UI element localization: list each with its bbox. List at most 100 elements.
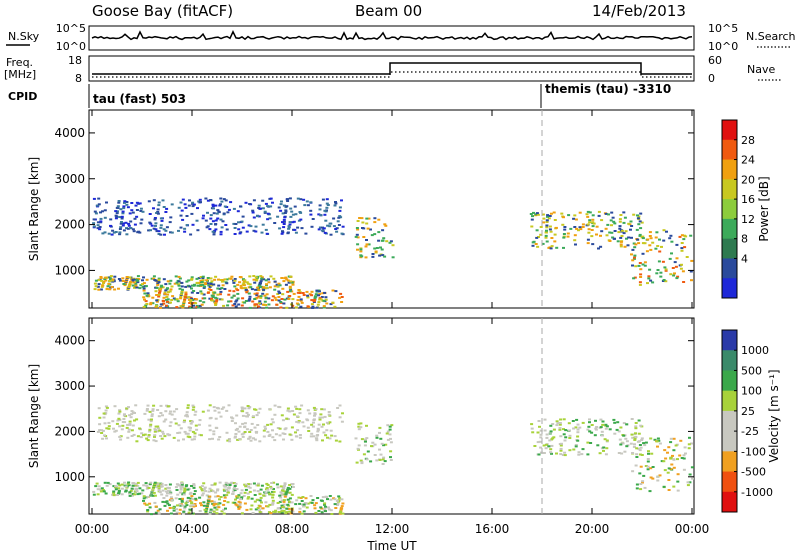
velocity-echo-cell [207,497,211,500]
power-echo-cell [664,268,668,271]
beam-title: Beam 00 [355,2,422,20]
velocity-echo-cell [599,426,603,429]
velocity-echo-cell [170,499,174,502]
velocity-echo-cell [144,482,148,485]
velocity-echo-cell [157,512,161,515]
power-echo-cell [144,285,148,288]
velocity-echo-cell [316,430,320,433]
power-echo-cell [164,283,168,286]
power-echo-cell [263,294,267,297]
power-echo-cell [131,211,135,214]
velocity-echo-cell [595,426,599,428]
velocity-echo-cell [290,438,294,441]
power-echo-cell [130,209,134,212]
power-echo-cell [232,294,236,297]
power-echo-cell [264,279,268,282]
power-echo-cell [321,198,325,201]
power-echo-cell [165,304,168,307]
power-echo-cell [299,218,303,221]
velocity-echo-cell [556,422,560,425]
power-echo-cell [177,275,181,278]
power-echo-cell [545,240,549,243]
power-echo-cell [215,299,219,302]
power-echo-cell [555,246,559,249]
power-echo-cell [663,266,667,269]
velocity-echo-cell [208,512,212,515]
power-echo-cell [318,226,322,229]
velocity-echo-cell [158,491,162,494]
velocity-echo-cell [222,494,226,497]
power-echo-cell [262,286,266,289]
power-echo-cell [281,230,284,233]
velocity-echo-cell [600,430,604,433]
time-axis-label: Time UT [366,539,417,553]
power-echo-cell [157,277,161,280]
power-echo-cell [281,221,284,224]
velocity-echo-cell [127,481,131,484]
power-echo-cell [303,204,307,207]
velocity-echo-cell [634,432,637,435]
velocity-echo-cell [577,453,581,456]
power-echo-cell [631,259,635,262]
velocity-echo-cell [182,438,185,441]
velocity-echo-cell [649,467,653,470]
power-echo-cell [325,206,329,209]
power-echo-cell [136,275,140,278]
velocity-echo-cell [365,437,369,440]
power-echo-cell [199,284,203,287]
power-echo-cell [648,244,652,247]
velocity-echo-cell [120,493,124,496]
power-echo-cell [297,219,301,222]
power-echo-cell [566,232,570,235]
velocity-echo-cell [288,491,292,494]
velocity-echo-cell [282,438,285,441]
power-echo-cell [373,233,377,236]
velocity-echo-cell [249,429,253,431]
velocity-echo-cell [669,437,673,440]
velocity-echo-cell [306,502,310,505]
power-echo-cell [154,224,157,227]
velocity-echo-cell [124,489,128,492]
velocity-echo-cell [128,420,132,423]
power-echo-cell [289,280,293,283]
velocity-echo-cell [230,416,233,419]
power-echo-cell [263,287,267,290]
velocity-echo-cell [340,498,344,501]
power-echo-cell [103,209,107,212]
velocity-echo-cell [373,454,377,456]
power-echo-cell [214,275,218,278]
velocity-echo-cell [157,415,161,418]
velocity-echo-cell [198,486,202,489]
power-echo-cell [165,298,169,301]
power-echo-cell [210,294,214,297]
velocity-echo-cell [322,408,326,411]
velocity-echo-cell [253,408,256,411]
power-echo-cell [647,275,651,278]
velocity-echo-cell [338,511,342,514]
power-echo-cell [162,228,166,231]
power-echo-cell [263,211,267,214]
velocity-echo-cell [253,426,257,429]
velocity-echo-cell [184,414,188,417]
velocity-echo-cell [246,413,250,416]
power-echo-cell [586,210,590,213]
power-echo-cell [245,230,249,233]
power-echo-cell [153,218,157,221]
velocity-echo-cell [635,453,639,456]
velocity-echo-cell [333,498,337,501]
velocity-echo-cell [165,404,169,407]
power-echo-cell [160,284,164,287]
velocity-echo-cell [578,426,582,429]
power-echo-cell [136,281,140,284]
power-echo-cell [277,206,281,209]
velocity-echo-cell [360,461,364,464]
velocity-echo-cell [294,435,298,438]
velocity-echo-cell [280,504,284,507]
power-echo-cell [306,305,310,308]
power-echo-cell [120,217,124,220]
velocity-echo-cell [269,512,273,515]
power-echo-cell [537,236,540,238]
velocity-echo-cell [117,412,121,415]
velocity-echo-cell [639,488,643,491]
power-echo-cell [111,278,115,281]
